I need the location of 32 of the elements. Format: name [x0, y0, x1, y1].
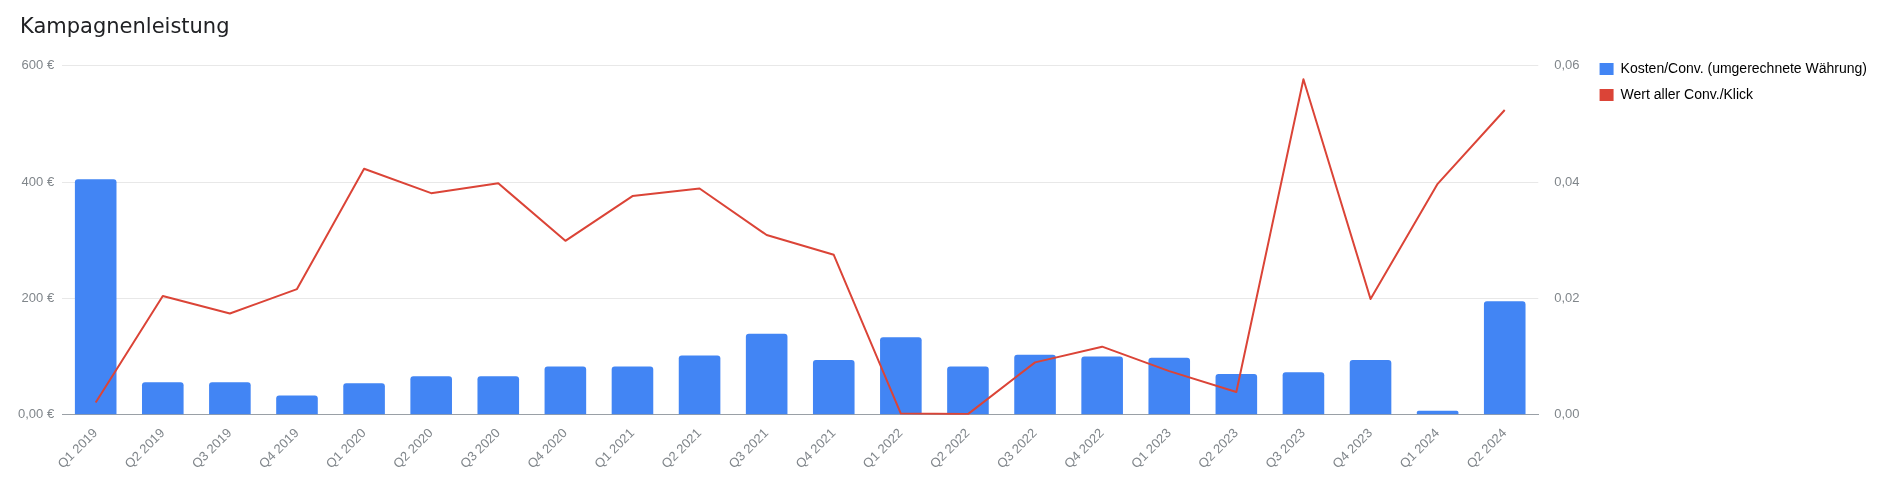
bar	[1215, 374, 1258, 415]
bar	[947, 366, 989, 415]
y2-tick-label: 0,06	[1554, 57, 1580, 73]
bar	[1081, 356, 1123, 415]
legend-label: Wert aller Conv./Klick	[1620, 85, 1755, 102]
legend-label: Kosten/Conv. (umgerechnete Währung)	[1620, 59, 1867, 76]
bar	[1014, 354, 1056, 415]
y2-tick-label: 0,00	[1554, 406, 1580, 422]
bar	[410, 376, 452, 415]
bar	[1148, 357, 1191, 415]
bar	[678, 355, 721, 415]
y-tick-label: 200 €	[21, 289, 55, 305]
y-tick-label: 0,00 €	[17, 406, 55, 422]
bar	[812, 360, 855, 415]
y2-tick-label: 0,04	[1554, 173, 1580, 189]
y-tick-label: 600 €	[21, 57, 55, 73]
bar	[209, 382, 251, 415]
y-tick-label: 400 €	[21, 173, 55, 189]
bar	[74, 179, 117, 415]
bar	[343, 383, 385, 415]
bar	[276, 395, 318, 415]
bar	[141, 382, 184, 415]
bar	[745, 333, 788, 415]
bar	[611, 366, 654, 415]
bar	[880, 337, 922, 415]
bar	[544, 366, 587, 415]
y2-tick-label: 0,02	[1554, 289, 1580, 305]
bar	[477, 376, 520, 415]
bar	[1282, 372, 1325, 415]
chart-title: Kampagnenleistung	[20, 14, 230, 38]
bar	[1483, 301, 1526, 415]
bar	[1349, 360, 1392, 415]
